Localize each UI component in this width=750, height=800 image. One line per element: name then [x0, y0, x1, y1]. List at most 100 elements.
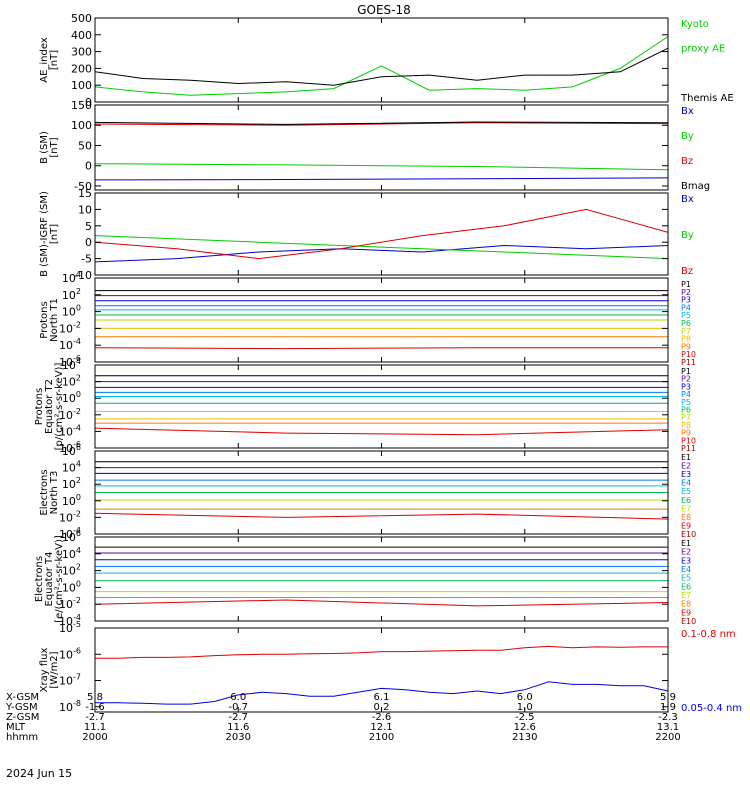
- legend-label: E8: [681, 513, 691, 522]
- series-pe-P10: [94, 427, 669, 436]
- legend-label: P6: [681, 406, 691, 415]
- legend-label: E5: [681, 487, 691, 496]
- y-tick-label: 10-5: [59, 620, 81, 635]
- legend-label: E2: [681, 548, 691, 557]
- legend-label: Kyoto: [681, 19, 709, 30]
- y-tick-label: 104: [62, 270, 81, 285]
- series-en-E9: [94, 512, 669, 520]
- y-axis-label: Electrons: [34, 556, 45, 602]
- legend-label: P11: [681, 444, 696, 453]
- ephemeris-row-label: Y-GSM: [5, 702, 38, 713]
- plot-title: GOES-18: [357, 3, 411, 17]
- y-tick-label: 10-2: [59, 407, 81, 422]
- ephemeris-value: -2.5: [515, 712, 535, 723]
- y-axis-label: B (SM)-IGRF (SM): [39, 191, 50, 277]
- y-tick-label: 10-4: [59, 613, 81, 628]
- panel-frame: [94, 364, 669, 449]
- y-tick-label: 0: [85, 236, 92, 249]
- y-axis-label: [p/(cm²-s-sr-keV)]: [54, 363, 65, 451]
- legend-label: P8: [681, 335, 691, 344]
- legend-label: E10: [681, 617, 696, 626]
- legend-label: P11: [681, 358, 696, 367]
- y-tick-label: 104: [62, 546, 81, 561]
- legend-label: E3: [681, 556, 691, 565]
- y-tick-label: 10-7: [59, 673, 81, 688]
- ephemeris-value: 6.1: [374, 692, 390, 703]
- y-axis-label: Equator T4: [44, 552, 55, 607]
- series-bsm-By: [94, 163, 669, 171]
- ephemeris-row-label: X-GSM: [6, 692, 39, 703]
- legend-label: E5: [681, 574, 691, 583]
- legend-label: P1: [681, 280, 691, 289]
- legend-label: By: [681, 131, 694, 142]
- y-tick-label: 15: [78, 187, 92, 200]
- series-xray-0-05-0-4-nm: [95, 681, 669, 705]
- y-tick-label: 10-2: [59, 596, 81, 611]
- y-tick-label: 100: [62, 390, 81, 405]
- legend-label: P4: [681, 303, 691, 312]
- ephemeris-value: 2200: [655, 732, 680, 743]
- ephemeris-value: 5.9: [660, 692, 676, 703]
- ephemeris-value: -2.3: [658, 712, 678, 723]
- y-tick-label: 10-4: [59, 337, 81, 352]
- ephemeris-value: -2.7: [228, 712, 248, 723]
- date-label: 2024 Jun 15: [6, 767, 72, 780]
- series-ae-Themis-AE: [94, 47, 669, 86]
- legend-label: E8: [681, 600, 691, 609]
- ephemeris-value: 2030: [226, 732, 251, 743]
- legend-label: P8: [681, 421, 691, 430]
- legend-label: 0.1-0.8 nm: [681, 629, 736, 640]
- y-tick-label: 10-4: [59, 423, 81, 438]
- panel-frame: [94, 536, 669, 622]
- legend-label: E3: [681, 470, 691, 479]
- legend-label: proxy AE: [681, 44, 725, 55]
- ephemeris-value: 12.1: [370, 722, 392, 733]
- y-tick-label: -50: [74, 180, 92, 193]
- y-tick-label: 500: [71, 12, 92, 25]
- legend-label: P1: [681, 367, 691, 376]
- panel-bsm: -50 0 50 100 150 B (SM) [nT] Bx By Bz Bmag: [39, 99, 710, 193]
- y-tick-label: -10: [74, 269, 92, 282]
- legend-label: E4: [681, 565, 691, 574]
- legend-label: P9: [681, 342, 691, 351]
- legend-label: P5: [681, 311, 691, 320]
- legend-label: P4: [681, 390, 691, 399]
- y-tick-label: 10-6: [59, 354, 81, 369]
- legend-label: P7: [681, 327, 691, 336]
- ephemeris-value: -0.7: [228, 702, 248, 713]
- y-tick-label: 400: [71, 29, 92, 42]
- y-tick-label: 102: [62, 287, 81, 302]
- y-tick-label: 50: [78, 139, 92, 152]
- y-tick-label: 300: [71, 46, 92, 59]
- legend-label: By: [681, 230, 694, 241]
- ephemeris-value: 2100: [369, 732, 394, 743]
- y-tick-label: 100: [62, 493, 81, 508]
- series-bigrf-Bz: [94, 208, 669, 260]
- y-tick-label: 10: [78, 203, 92, 216]
- y-axis-label: [e/(cm²-s-sr-keV)]: [54, 535, 65, 623]
- ephemeris-value: 1.9: [660, 702, 676, 713]
- ephemeris-value: 2000: [82, 732, 107, 743]
- y-tick-label: 102: [62, 476, 81, 491]
- legend-label: P7: [681, 413, 691, 422]
- legend-label: P5: [681, 398, 691, 407]
- panel-frame: [94, 17, 669, 103]
- legend-label: E9: [681, 608, 691, 617]
- legend-label: E9: [681, 521, 691, 530]
- panel-bigrf: -10 -5 0 5 10 15 B (SM)-IGRF (SM) [nT] Bx By Bz: [39, 187, 694, 282]
- legend-label: E6: [681, 582, 691, 591]
- y-tick-label: 150: [71, 99, 92, 112]
- series-bsm-Bx: [94, 177, 669, 181]
- legend-label: P2: [681, 375, 691, 384]
- legend-label: P3: [681, 382, 691, 391]
- ephemeris-value: 6.0: [230, 692, 246, 703]
- y-tick-label: 200: [71, 62, 92, 75]
- ephemeris-value: 1.0: [517, 702, 533, 713]
- series-bigrf-By: [94, 235, 669, 260]
- legend-label: Bz: [681, 266, 693, 277]
- ephemeris-table: X-GSMY-GSMZ-GSMMLThhmm5.8-1.6-2.711.1200…: [5, 692, 681, 743]
